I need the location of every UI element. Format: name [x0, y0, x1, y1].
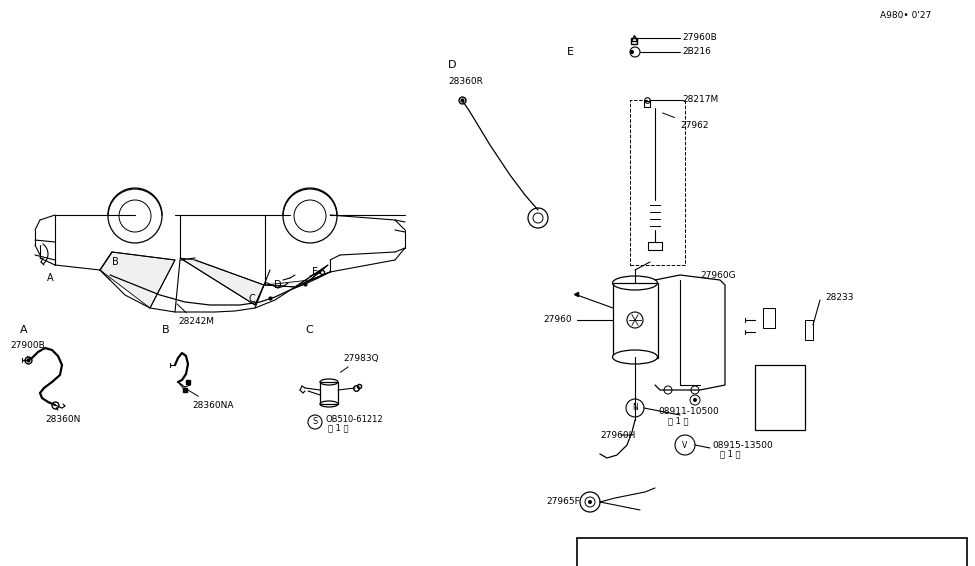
Text: V: V [682, 440, 687, 449]
Text: 28242M: 28242M [177, 304, 214, 327]
Text: 27960: 27960 [543, 315, 572, 324]
Text: E: E [567, 47, 574, 57]
Bar [577, 538, 967, 566]
Text: 2B216: 2B216 [682, 48, 711, 57]
Bar [805, 320, 813, 340]
Text: 27962: 27962 [663, 113, 709, 130]
Text: A: A [20, 325, 27, 335]
Text: 27960B: 27960B [682, 33, 717, 42]
Text: 28360NA: 28360NA [185, 388, 233, 409]
Bar [630, 100, 685, 265]
Polygon shape [265, 265, 328, 287]
Text: 27900B: 27900B [10, 341, 45, 357]
Text: 28217M: 28217M [682, 96, 719, 105]
Text: E: E [312, 267, 318, 277]
Circle shape [693, 398, 697, 402]
Bar [320, 382, 338, 404]
Text: 〈 1 〉: 〈 1 〉 [328, 423, 348, 432]
Text: D: D [448, 60, 456, 70]
Text: D: D [274, 280, 282, 290]
Ellipse shape [612, 276, 657, 290]
Bar [613, 283, 658, 358]
Text: C: C [305, 325, 313, 335]
Bar [755, 365, 805, 430]
Bar [763, 308, 775, 328]
Text: B: B [111, 257, 118, 267]
Text: C: C [249, 294, 255, 304]
Text: 28233: 28233 [825, 294, 853, 302]
Text: 28360N: 28360N [45, 408, 80, 424]
Circle shape [588, 500, 592, 504]
Text: 27960G: 27960G [700, 271, 735, 280]
Text: 27960H: 27960H [600, 431, 636, 440]
Text: 08911-10500: 08911-10500 [658, 408, 719, 417]
Text: 08915-13500: 08915-13500 [712, 440, 773, 449]
Ellipse shape [612, 350, 657, 364]
Text: A980• 0'27: A980• 0'27 [880, 11, 931, 19]
Text: 〈 1 〉: 〈 1 〉 [720, 449, 740, 458]
Text: 28360R: 28360R [448, 78, 483, 87]
Circle shape [630, 50, 634, 54]
Polygon shape [180, 258, 264, 305]
Text: B: B [162, 325, 170, 335]
Polygon shape [100, 252, 175, 308]
Text: 27983Q: 27983Q [340, 354, 378, 372]
Text: N: N [632, 404, 638, 413]
Text: OB510-61212: OB510-61212 [326, 415, 383, 424]
Text: 〈 1 〉: 〈 1 〉 [668, 417, 688, 426]
Text: S: S [312, 418, 318, 427]
Text: A: A [47, 273, 54, 283]
Text: 27965F: 27965F [546, 498, 580, 507]
